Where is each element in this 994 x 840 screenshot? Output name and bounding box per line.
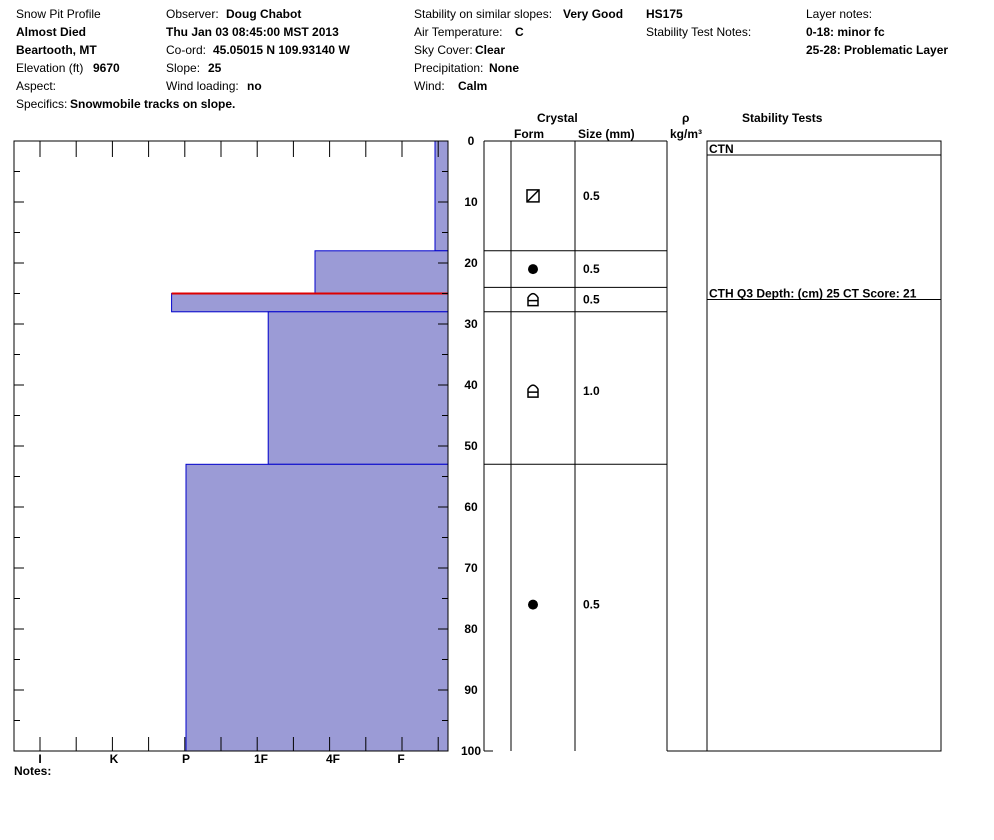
slope-value: 25	[208, 61, 222, 75]
observer-label: Observer:	[166, 7, 219, 21]
hardness-label: K	[110, 752, 119, 766]
sky-value: Clear	[475, 43, 506, 57]
wind-loading-value: no	[247, 79, 262, 93]
rounded-grain-symbol	[528, 599, 538, 610]
slope-label: Slope:	[166, 61, 201, 75]
stability-label: Stability on similar slopes:	[414, 7, 553, 21]
air-temp-value: C	[515, 25, 524, 39]
wind-value: Calm	[458, 79, 488, 93]
profile-title: Snow Pit Profile	[16, 7, 101, 21]
layer-note: 25-28: Problematic Layer	[806, 43, 949, 57]
depth-tick-label: 80	[464, 622, 478, 636]
depth-hoar-symbol	[527, 384, 539, 398]
coord-value: 45.05015 N 109.93140 W	[213, 43, 350, 57]
depth-tick-label: 50	[464, 439, 478, 453]
hardness-layer-bar	[434, 140, 449, 252]
faceted-rounded-symbol	[526, 189, 540, 203]
depth-tick-label: 10	[464, 195, 478, 209]
depth-tick-label: 60	[464, 500, 478, 514]
stability-test-result: CTH Q3 Depth: (cm) 25 CT Score: 21	[709, 287, 917, 301]
coord-label: Co-ord:	[166, 43, 207, 57]
crystal-size-value: 0.5	[583, 262, 600, 276]
crystal-size-value: 1.0	[583, 384, 600, 398]
depth-tick-label: 0	[468, 134, 475, 148]
hardness-label: F	[397, 752, 404, 766]
observation-datetime: Thu Jan 03 08:45:00 MST 2013	[166, 25, 339, 39]
hardness-layer-bar	[171, 293, 449, 313]
depth-tick-label: 20	[464, 256, 478, 270]
layer-note: 0-18: minor fc	[806, 25, 885, 39]
stability-table-frame	[706, 140, 942, 752]
form-header: Form	[514, 127, 544, 141]
layer-notes-label: Layer notes:	[806, 7, 873, 21]
depth-tick-label: 100	[461, 744, 481, 758]
crystal-size-value: 0.5	[583, 293, 600, 307]
depth-tick-label: 90	[464, 683, 478, 697]
region: Beartooth, MT	[16, 43, 97, 57]
stability-tests-header: Stability Tests	[742, 111, 823, 125]
crystal-header: Crystal	[537, 111, 578, 125]
observer-value: Doug Chabot	[226, 7, 302, 21]
density-unit-header: kg/m³	[670, 127, 703, 141]
precip-label: Precipitation:	[414, 61, 484, 75]
hardness-layer-bar	[185, 463, 449, 752]
precip-value: None	[489, 61, 519, 75]
air-temp-label: Air Temperature:	[414, 25, 503, 39]
wind-loading-label: Wind loading:	[166, 79, 239, 93]
rounded-grain-symbol	[528, 264, 538, 275]
size-header: Size (mm)	[578, 127, 635, 141]
hardness-label: 1F	[254, 752, 268, 766]
stability-test-result: CTN	[709, 142, 734, 156]
hardness-label: P	[182, 752, 190, 766]
depth-hoar-symbol	[527, 292, 539, 307]
snow-height: HS175	[646, 7, 683, 21]
sky-label: Sky Cover:	[414, 43, 473, 57]
crystal-size-value: 0.5	[583, 598, 600, 612]
stability-value: Very Good	[563, 7, 624, 21]
location-name: Almost Died	[16, 25, 87, 39]
hardness-layer-bar	[314, 250, 449, 295]
hardness-label: I	[38, 752, 41, 766]
rho-header: ρ	[682, 111, 690, 125]
depth-tick-label: 40	[464, 378, 478, 392]
stability-test-notes-label: Stability Test Notes:	[646, 25, 752, 39]
hardness-label: 4F	[326, 752, 340, 766]
crystal-size-value: 0.5	[583, 189, 600, 203]
hardness-layer-bar	[267, 311, 449, 465]
notes-label: Notes:	[14, 764, 52, 778]
specifics-value: Snowmobile tracks on slope.	[70, 97, 236, 111]
specifics-label: Specifics:	[16, 97, 68, 111]
elevation-value: 9670	[93, 61, 120, 75]
wind-label: Wind:	[414, 79, 445, 93]
faceted-rounded-symbol	[526, 189, 540, 203]
elevation-label: Elevation (ft)	[16, 61, 84, 75]
aspect-label: Aspect:	[16, 79, 57, 93]
depth-tick-label: 70	[464, 561, 478, 575]
depth-tick-label: 30	[464, 317, 478, 331]
